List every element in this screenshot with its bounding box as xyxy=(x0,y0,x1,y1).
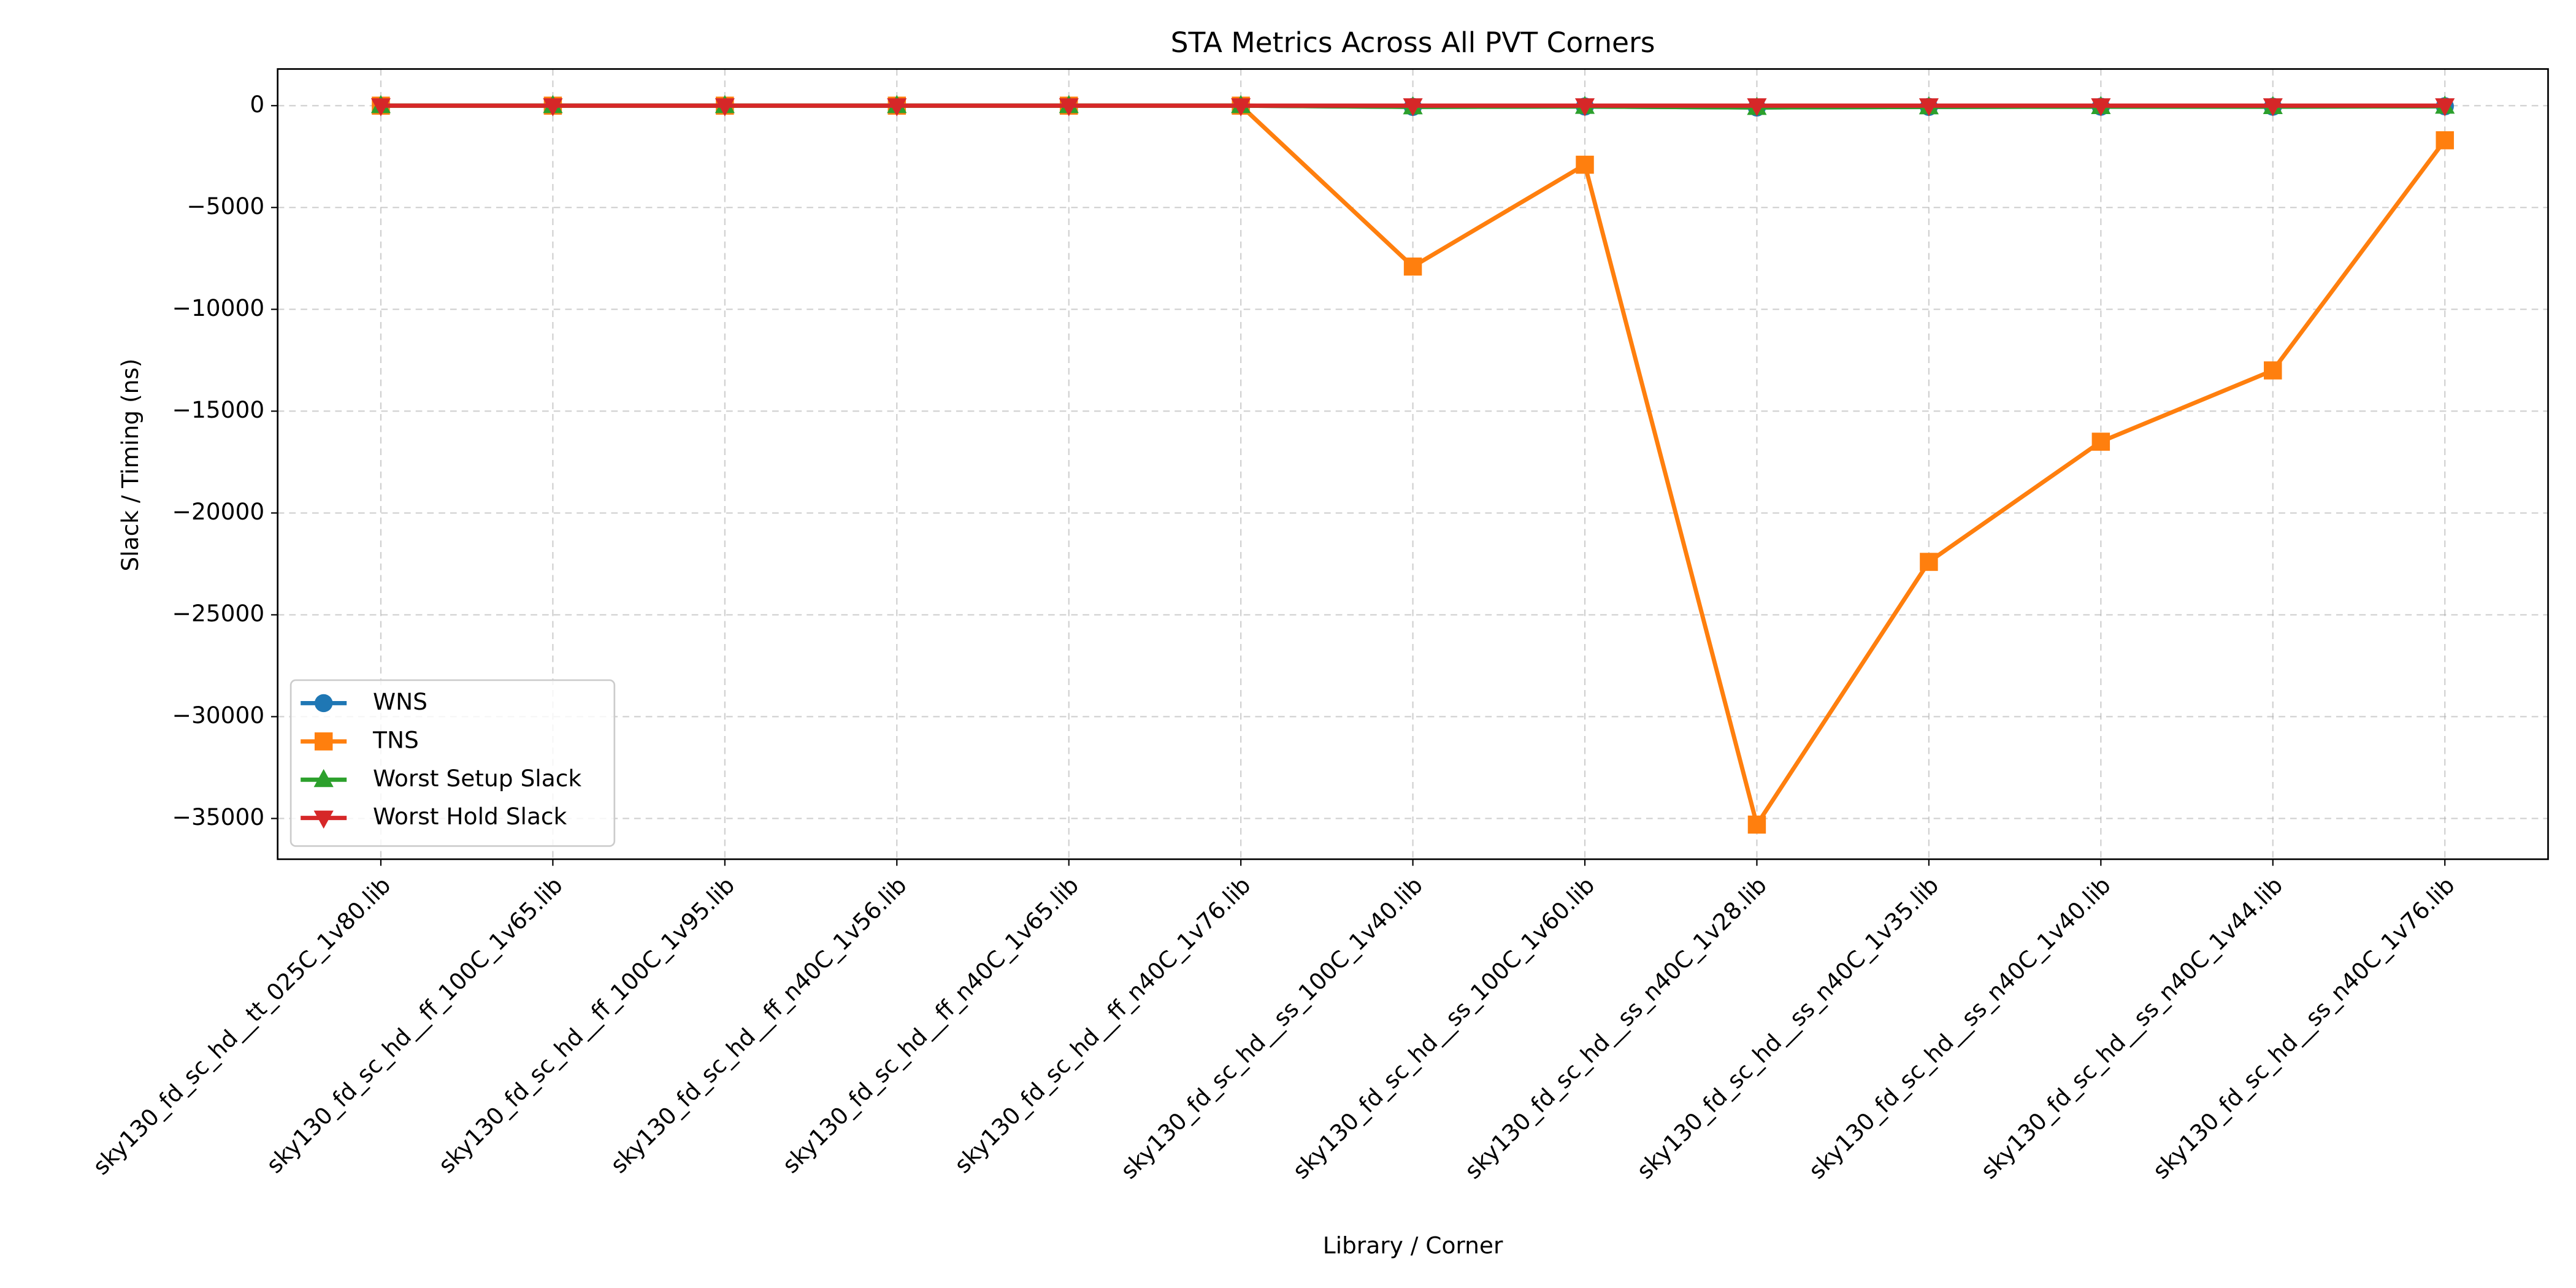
legend-label: Worst Setup Slack xyxy=(373,765,581,792)
y-tick-label: −20000 xyxy=(172,498,265,525)
marker xyxy=(887,98,907,117)
legend-label: WNS xyxy=(373,688,427,715)
marker xyxy=(313,810,334,829)
marker xyxy=(1059,98,1079,117)
legend-label: Worst Hold Slack xyxy=(373,803,567,830)
marker xyxy=(543,98,563,117)
marker xyxy=(370,98,391,117)
marker xyxy=(314,694,333,713)
marker xyxy=(313,769,334,788)
marker xyxy=(1574,98,1595,117)
marker xyxy=(1919,98,1939,117)
chart-title: STA Metrics Across All PVT Corners xyxy=(1171,26,1655,59)
marker xyxy=(1231,98,1251,117)
marker xyxy=(2435,98,2455,117)
marker xyxy=(2091,98,2111,117)
y-tick-label: 0 xyxy=(250,91,264,118)
legend-box xyxy=(289,679,616,847)
marker xyxy=(1403,257,1422,276)
marker xyxy=(314,732,333,751)
y-tick-label: −35000 xyxy=(172,803,265,830)
marker xyxy=(1576,155,1594,174)
marker xyxy=(1403,98,1423,117)
marker xyxy=(1747,815,1766,834)
marker xyxy=(2091,432,2110,451)
y-tick-label: −25000 xyxy=(172,600,265,627)
y-axis-label: Slack / Timing (ns) xyxy=(117,358,144,571)
marker xyxy=(1747,98,1767,117)
marker xyxy=(2263,98,2283,117)
plot-frame xyxy=(277,68,2549,861)
marker xyxy=(1920,553,1938,571)
x-axis-label: Library / Corner xyxy=(1323,1232,1503,1259)
legend-label: TNS xyxy=(372,726,419,753)
marker xyxy=(715,98,735,117)
y-tick-label: −15000 xyxy=(172,396,265,423)
y-tick-label: −5000 xyxy=(186,193,264,220)
y-tick-label: −10000 xyxy=(172,294,265,321)
marker xyxy=(2264,361,2282,380)
marker xyxy=(2436,131,2454,150)
y-tick-label: −30000 xyxy=(172,702,265,729)
